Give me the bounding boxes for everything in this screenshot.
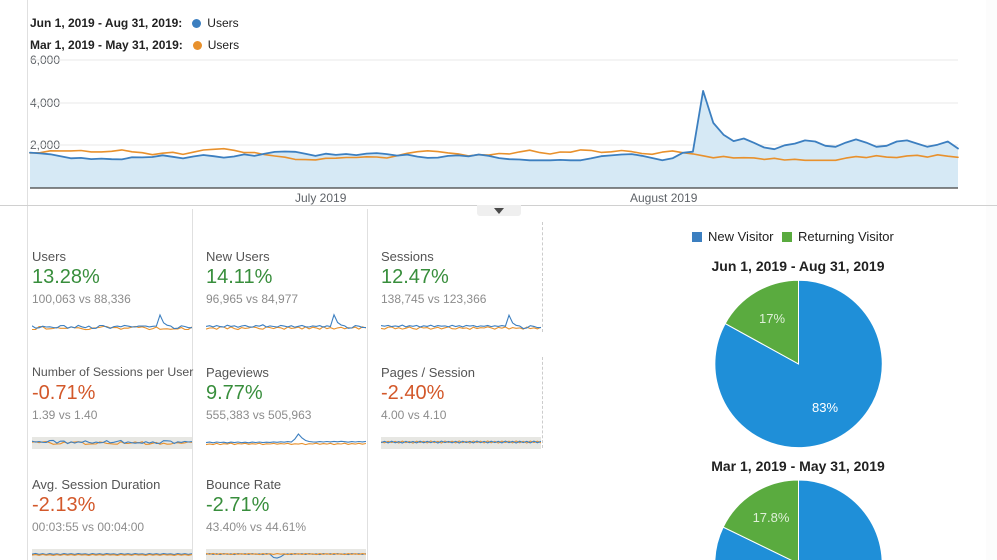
svg-text:17.8%: 17.8% [753, 510, 790, 525]
